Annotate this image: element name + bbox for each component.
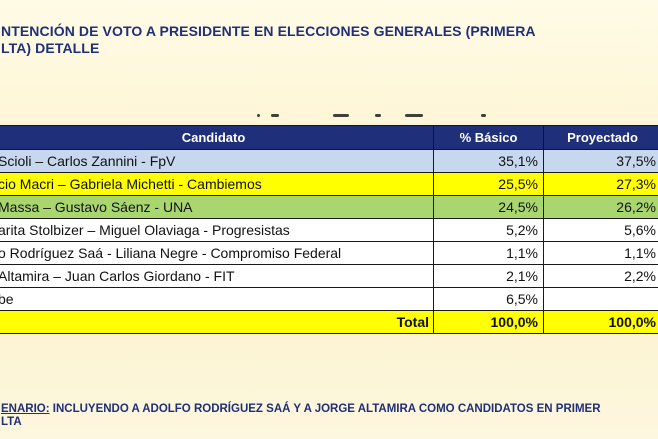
cropped-text-remnant — [235, 110, 490, 120]
title-line-2: LTA) DETALLE — [1, 40, 100, 56]
title-line-1: NTENCIÓN DE VOTO A PRESIDENTE EN ELECCIO… — [1, 23, 536, 39]
cell-proyectado — [543, 287, 658, 311]
header-proyectado: Proyectado — [543, 125, 658, 150]
table-row: Scioli – Carlos Zannini - FpV 35,1% 37,5… — [0, 149, 658, 173]
cell-candidato: o Rodríguez Saá - Liliana Negre - Compro… — [0, 241, 434, 265]
cell-proyectado: 1,1% — [543, 241, 658, 265]
table-row: Altamira – Juan Carlos Giordano - FIT 2,… — [0, 264, 658, 288]
cell-proyectado: 2,2% — [543, 264, 658, 288]
cell-basico: 6,5% — [433, 287, 544, 311]
total-basico: 100,0% — [433, 310, 544, 334]
cell-basico: 2,1% — [433, 264, 544, 288]
cell-candidato: Scioli – Carlos Zannini - FpV — [0, 149, 434, 173]
table-row: o Rodríguez Saá - Liliana Negre - Compro… — [0, 241, 658, 265]
cell-basico: 24,5% — [433, 195, 544, 219]
cell-candidato: cio Macri – Gabriela Michetti - Cambiemo… — [0, 172, 434, 196]
scenario-label: ENARIO: — [1, 403, 50, 415]
cell-basico: 35,1% — [433, 149, 544, 173]
cell-proyectado: 27,3% — [543, 172, 658, 196]
slide-title: NTENCIÓN DE VOTO A PRESIDENTE EN ELECCIO… — [1, 23, 651, 57]
header-candidato: Candidato — [0, 125, 434, 150]
cell-proyectado: 26,2% — [543, 195, 658, 219]
table-row: Massa – Gustavo Sáenz - UNA 24,5% 26,2% — [0, 195, 658, 219]
cell-proyectado: 5,6% — [543, 218, 658, 242]
table-header-row: Candidato % Básico Proyectado — [0, 125, 658, 150]
cell-basico: 5,2% — [433, 218, 544, 242]
header-basico: % Básico — [433, 125, 544, 150]
cell-basico: 25,5% — [433, 172, 544, 196]
cell-basico: 1,1% — [433, 241, 544, 265]
scenario-note: ENARIO: INCLUYENDO A ADOLFO RODRÍGUEZ SA… — [1, 403, 658, 429]
cell-candidato: arita Stolbizer – Miguel Olaviaga - Prog… — [0, 218, 434, 242]
total-proyectado: 100,0% — [543, 310, 658, 334]
table-row: cio Macri – Gabriela Michetti - Cambiemo… — [0, 172, 658, 196]
table-row: be 6,5% — [0, 287, 658, 311]
total-row: Total 100,0% 100,0% — [0, 310, 658, 334]
scenario-note-line-1: ENARIO: INCLUYENDO A ADOLFO RODRÍGUEZ SA… — [1, 403, 658, 416]
scenario-note-line-2: LTA — [1, 416, 22, 428]
total-label: Total — [0, 310, 434, 334]
cell-candidato: Massa – Gustavo Sáenz - UNA — [0, 195, 434, 219]
cell-candidato: Altamira – Juan Carlos Giordano - FIT — [0, 264, 434, 288]
results-table: Candidato % Básico Proyectado Scioli – C… — [0, 125, 658, 334]
scenario-text: INCLUYENDO A ADOLFO RODRÍGUEZ SAÁ Y A JO… — [49, 403, 601, 415]
cell-candidato: be — [0, 287, 434, 311]
table-row: arita Stolbizer – Miguel Olaviaga - Prog… — [0, 218, 658, 242]
cell-proyectado: 37,5% — [543, 149, 658, 173]
